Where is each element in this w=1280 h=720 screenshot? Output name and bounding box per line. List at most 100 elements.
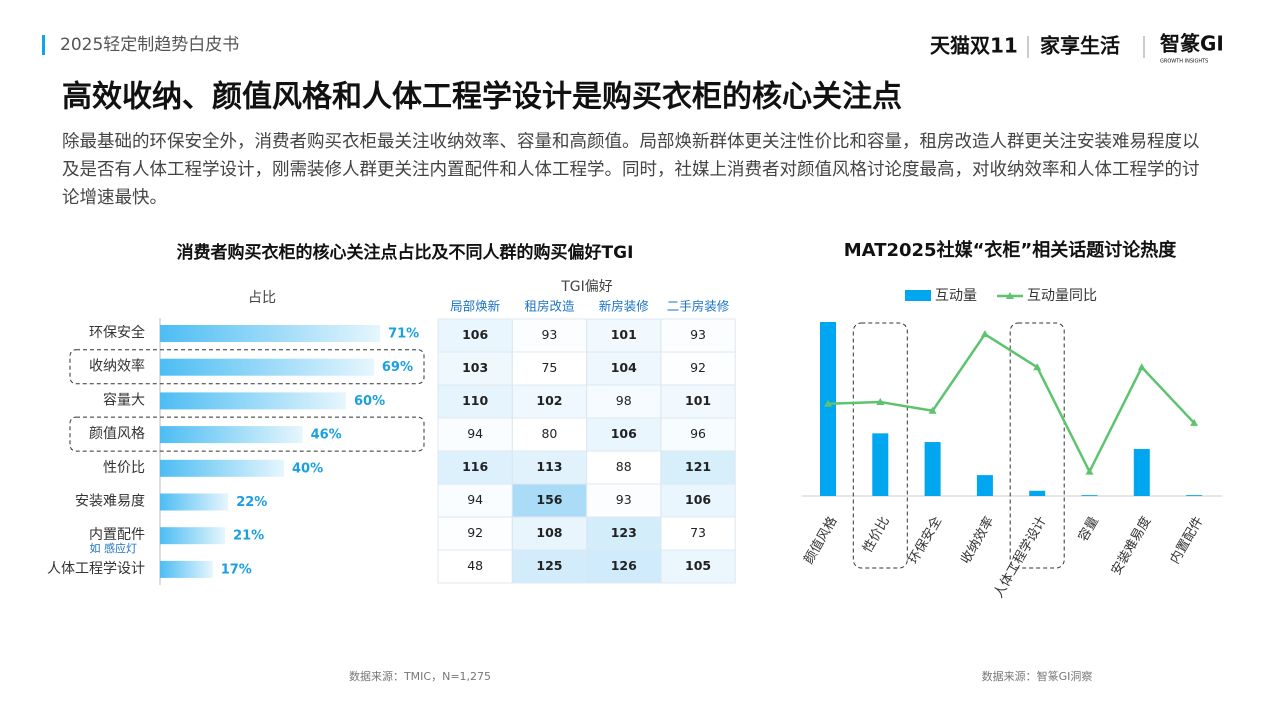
source: 数据来源：智篆GI洞察 xyxy=(982,669,1093,683)
cell-value: 121 xyxy=(685,459,711,474)
category-label: 人体工程学设计 xyxy=(47,561,145,577)
chart-title: MAT2025社媒“衣柜”相关话题讨论热度 xyxy=(844,239,1177,261)
value-label: 21% xyxy=(233,529,264,544)
cell-value: 93 xyxy=(690,327,706,342)
legend-label: 互动量同比 xyxy=(1027,288,1097,304)
cell-value: 98 xyxy=(616,393,632,408)
brand: 天猫双11 xyxy=(930,34,1018,58)
chart-title: 消费者购买衣柜的核心关注点占比及不同人群的购买偏好TGI xyxy=(177,242,634,263)
table-cell xyxy=(586,417,662,452)
cell-value: 96 xyxy=(690,426,706,441)
bar xyxy=(1186,495,1203,496)
brand-sub: GROWTH INSIGHTS xyxy=(1160,59,1208,65)
cell-value: 92 xyxy=(690,360,706,375)
highlight-box xyxy=(69,349,425,385)
annotation: 如 感应灯 xyxy=(90,541,138,555)
table-cell xyxy=(586,384,662,419)
cell-value: 126 xyxy=(611,558,637,573)
cell-value: 108 xyxy=(536,525,562,540)
category-label: 安装难易度 xyxy=(75,494,145,510)
marker xyxy=(876,398,885,406)
cell-value: 88 xyxy=(616,459,632,474)
bar xyxy=(160,560,213,578)
cell-value: 48 xyxy=(467,558,483,573)
highlight-box xyxy=(852,322,908,569)
bar xyxy=(1081,495,1098,496)
table-cell xyxy=(660,450,736,485)
marker xyxy=(824,399,832,407)
highlight-box xyxy=(69,416,425,452)
column-header: 租房改造 xyxy=(524,299,575,314)
category-label: 内置配件 xyxy=(89,527,145,543)
value-label: 22% xyxy=(236,495,267,510)
legend-marker xyxy=(1006,292,1014,299)
x-tick-label: 内置配件 xyxy=(1167,514,1207,567)
cell-value: 93 xyxy=(541,327,557,342)
bar xyxy=(160,459,284,477)
x-tick-label: 容量 xyxy=(1075,514,1102,545)
bar xyxy=(160,426,303,444)
bar xyxy=(1133,449,1150,496)
cell-value: 101 xyxy=(611,327,637,342)
column-header: 二手房装修 xyxy=(667,299,730,314)
cell-value: 125 xyxy=(536,558,562,573)
category-label: 环保安全 xyxy=(89,324,145,341)
category-label: 容量大 xyxy=(103,391,145,408)
cell-value: 116 xyxy=(462,459,488,474)
legend-swatch xyxy=(905,290,931,301)
category-label: 收纳效率 xyxy=(89,358,145,375)
slide-title: 高效收纳、颜值风格和人体工程学设计是购买衣柜的核心关注点 xyxy=(62,80,902,115)
value-label: 60% xyxy=(354,394,385,409)
bar xyxy=(160,325,381,342)
marker xyxy=(1033,363,1042,371)
axis-label: 占比 xyxy=(248,290,276,306)
cell-value: 80 xyxy=(541,426,557,441)
brand: 家享生活 xyxy=(1040,34,1120,58)
cell-value: 110 xyxy=(462,393,488,408)
table-cell xyxy=(511,483,588,518)
cell-value: 156 xyxy=(536,492,562,507)
legend-label: 互动量 xyxy=(935,288,977,304)
marker xyxy=(980,330,989,338)
bar xyxy=(820,322,836,496)
table-cell xyxy=(586,549,662,584)
marker xyxy=(1137,363,1146,371)
cell-value: 105 xyxy=(685,558,711,573)
category-label: 性价比 xyxy=(103,460,145,476)
cell-value: 123 xyxy=(611,525,637,540)
cell-value: 75 xyxy=(541,360,557,375)
value-label: 46% xyxy=(311,428,342,443)
bar xyxy=(924,442,941,496)
table-cell xyxy=(660,549,736,584)
marker xyxy=(928,406,937,414)
x-tick-label: 安装难易度 xyxy=(1108,514,1154,578)
cell-value: 101 xyxy=(685,393,711,408)
cell-value: 104 xyxy=(611,360,637,375)
table-cell xyxy=(586,318,662,353)
cell-value: 94 xyxy=(467,426,483,441)
marker xyxy=(1190,418,1199,426)
table-cell xyxy=(437,450,513,485)
value-label: 40% xyxy=(292,461,323,476)
cell-value: 106 xyxy=(462,327,488,342)
marker xyxy=(1085,467,1094,475)
bar xyxy=(976,475,993,496)
brand: 智篆GI xyxy=(1160,32,1224,56)
bar xyxy=(1029,490,1046,496)
cell-value: 113 xyxy=(536,459,562,474)
table-title: TGI偏好 xyxy=(560,279,613,295)
bar xyxy=(160,493,229,511)
x-tick-label: 环保安全 xyxy=(905,514,945,567)
cell-value: 102 xyxy=(536,393,562,408)
source: 数据来源：TMIC，N=1,275 xyxy=(349,669,491,683)
cell-value: 106 xyxy=(685,492,711,507)
column-header: 新房装修 xyxy=(599,299,650,314)
description: 除最基础的环保安全外，消费者购买衣柜最关注收纳效率、容量和高颜值。局部焕新群体更… xyxy=(62,132,1200,208)
category-label: 颜值风格 xyxy=(89,426,145,442)
table-cell xyxy=(511,384,588,419)
table-cell xyxy=(437,318,513,353)
highlight-box xyxy=(1009,322,1065,569)
table-cell xyxy=(437,384,513,419)
bar xyxy=(872,433,889,496)
